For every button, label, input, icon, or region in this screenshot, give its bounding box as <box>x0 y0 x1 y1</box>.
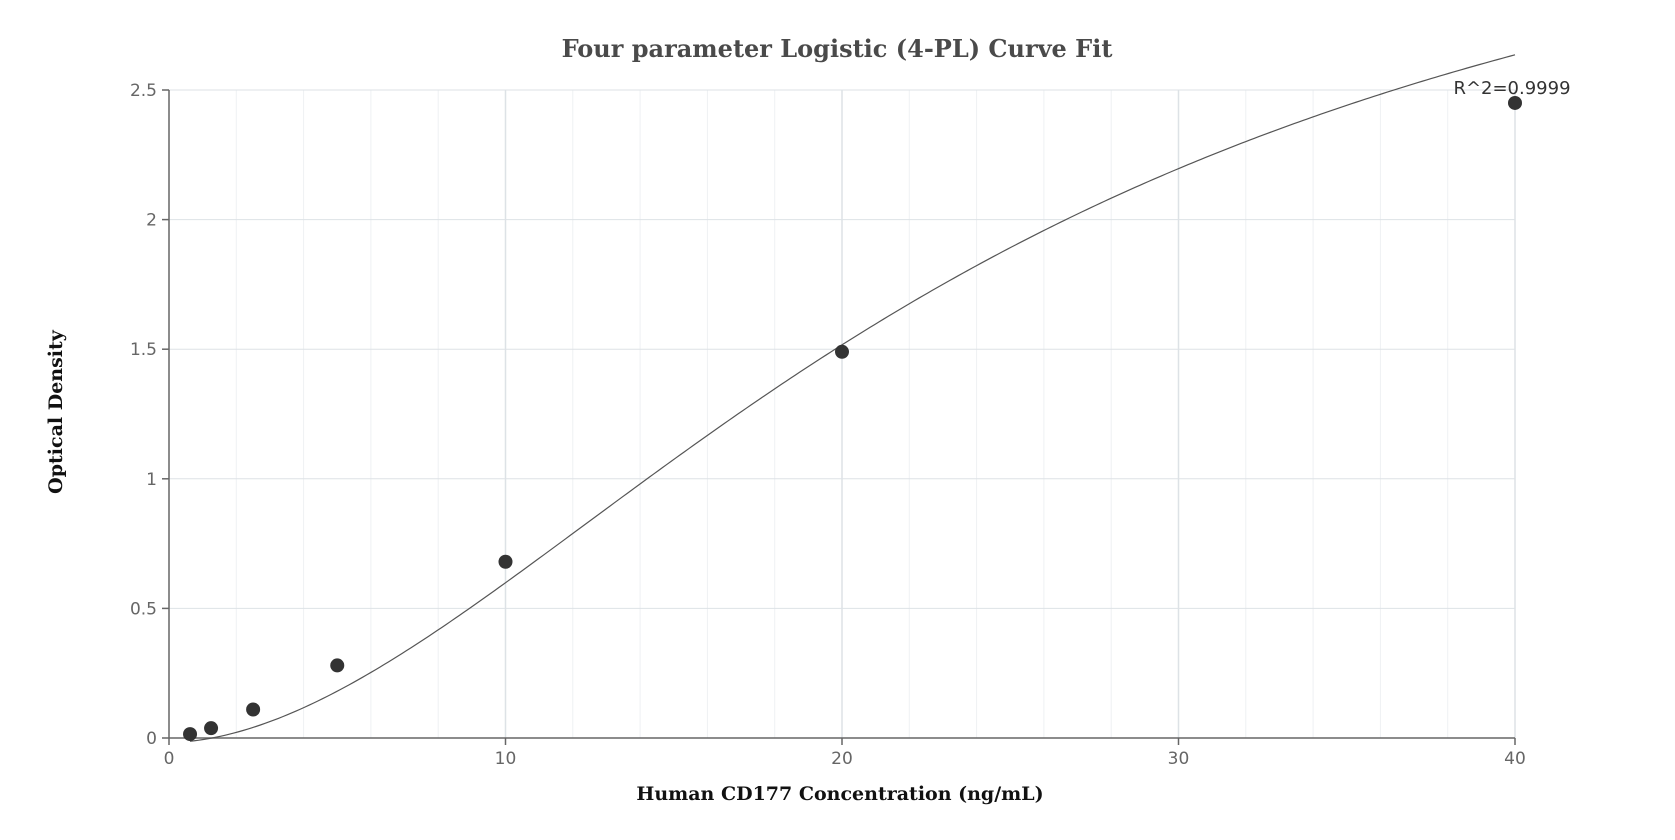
y-tick-label: 0 <box>146 729 157 749</box>
grid-layer <box>169 89 1516 738</box>
data-point <box>498 554 513 569</box>
data-point <box>183 727 198 742</box>
data-point <box>1508 95 1522 110</box>
point-layer <box>183 95 1522 742</box>
chart-title: Four parameter Logistic (4-PL) Curve Fit <box>562 34 1113 63</box>
x-tick-label: 0 <box>164 749 175 769</box>
y-axis-title: Optical Density <box>45 329 67 494</box>
fit-curve-line <box>189 54 1516 742</box>
x-tick-label: 20 <box>831 749 853 769</box>
x-tick-label: 10 <box>495 749 517 769</box>
data-point <box>204 721 219 736</box>
y-tick-label: 2 <box>146 211 157 231</box>
y-tick-label: 0.5 <box>130 599 157 619</box>
y-tick-label: 2.5 <box>130 81 157 101</box>
r-squared-annotation: R^2=0.9999 <box>1453 78 1570 99</box>
data-point <box>330 658 345 673</box>
x-tick-label: 40 <box>1504 749 1526 769</box>
x-tick-label: 30 <box>1168 749 1190 769</box>
data-point <box>246 702 261 717</box>
y-tick-label: 1 <box>146 470 157 490</box>
curve-layer <box>189 54 1516 742</box>
x-axis-title: Human CD177 Concentration (ng/mL) <box>636 783 1043 805</box>
data-point <box>835 344 849 359</box>
y-tick-label: 1.5 <box>130 340 157 360</box>
axis-layer: 0 0.5 1 1.5 2 2.5 0 10 20 30 40 <box>130 81 1526 769</box>
